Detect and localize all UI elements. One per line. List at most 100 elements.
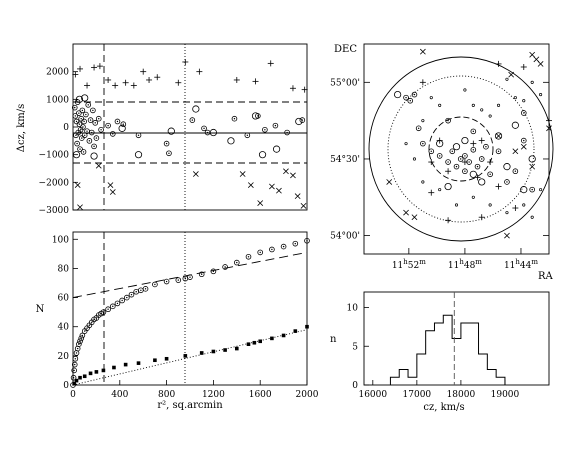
dcz-point-ring	[74, 140, 80, 147]
counts-ytick-label: 40	[58, 323, 70, 333]
sky-point	[504, 179, 510, 185]
dcz-point	[80, 124, 86, 130]
sky-point	[483, 143, 489, 150]
sky-point	[462, 153, 468, 159]
counts-x-ticks: 0 400 800 1200 1600 2000	[70, 380, 319, 400]
dcz-point	[72, 113, 79, 119]
dcz-point-b	[192, 171, 199, 177]
sky-point	[471, 103, 475, 107]
sky-ratick-label: 11h44m	[504, 258, 538, 271]
counts-point	[112, 365, 116, 370]
counts-point-ring	[109, 303, 116, 310]
counts-point	[70, 374, 77, 381]
sky-point	[478, 156, 485, 162]
dcz-point-center	[83, 120, 85, 123]
dcz-point	[105, 122, 111, 129]
dcz-ytick-label: −1000	[39, 151, 70, 161]
sky-point-b	[504, 232, 510, 239]
sky-point-center	[476, 165, 479, 168]
dcz-point-center	[107, 124, 109, 127]
sky-point	[457, 156, 464, 162]
sky-point	[453, 163, 460, 170]
sky-point-ring	[529, 186, 535, 193]
sky-point-center	[481, 158, 483, 160]
dcz-point	[284, 129, 290, 136]
dcz-point-b	[294, 193, 301, 200]
dcz-point	[72, 151, 81, 159]
counts-point-ring	[304, 237, 310, 244]
dcz-point-b	[239, 171, 246, 177]
counts-point-ring	[124, 294, 130, 301]
dcz-point-center	[75, 134, 77, 136]
dcz-point-ring	[114, 118, 121, 125]
dcz-point-ring	[71, 104, 78, 111]
dcz-point	[227, 137, 235, 145]
counts-point	[142, 286, 149, 292]
counts-point	[77, 338, 83, 345]
dcz-point	[283, 168, 289, 175]
dcz-point	[204, 129, 211, 136]
counts-point-center	[201, 273, 203, 275]
sky-point	[495, 148, 502, 155]
sky-point	[530, 215, 534, 219]
sky-point	[480, 108, 484, 112]
dcz-point	[258, 151, 267, 159]
dcz-point-ring	[284, 129, 290, 136]
dcz-ytick-label: −2000	[39, 178, 70, 188]
counts-point	[119, 297, 125, 304]
counts-point-ring	[163, 278, 170, 285]
hist-xtick-label: 16000	[358, 390, 387, 400]
sky-point-center	[523, 139, 525, 142]
counts-point-center	[74, 363, 76, 366]
dcz-point	[122, 79, 129, 86]
counts-point	[74, 378, 79, 383]
dcz-point	[114, 118, 121, 125]
sky-point-ring	[483, 143, 489, 150]
counts-point	[88, 371, 93, 376]
counts-point-ring	[245, 253, 252, 260]
sky-point	[522, 203, 526, 207]
sky-point	[445, 217, 452, 224]
counts-point	[133, 288, 139, 295]
sky-point-center	[447, 119, 449, 122]
dcz-point-center	[246, 134, 249, 136]
dcz-point-center	[91, 131, 93, 134]
dcz-point-ring	[86, 138, 93, 144]
sky-point	[529, 186, 535, 193]
sky-point	[470, 128, 477, 135]
dcz-point-ring	[80, 124, 86, 130]
dcz-point-center	[89, 119, 92, 121]
dcz-point-center	[203, 127, 205, 130]
sky-point-center	[460, 158, 462, 160]
dcz-point-center	[87, 104, 89, 106]
sky-dec-ticks: 55°00' 54°30' 54°00'	[330, 78, 549, 242]
counts-point-ring	[187, 274, 193, 280]
sky-point-center	[422, 142, 424, 145]
dcz-point-center	[86, 130, 88, 132]
dcz-point	[80, 149, 87, 155]
counts-point	[293, 329, 298, 333]
dcz-point	[71, 104, 78, 111]
dcz-point-ring	[76, 110, 82, 116]
dcz-point-ring	[166, 150, 172, 157]
dcz-point	[86, 138, 93, 144]
dcz-point-ring	[92, 120, 99, 126]
sky-point	[438, 188, 442, 192]
sky-point	[445, 159, 451, 165]
counts-point-ring	[100, 309, 107, 315]
sky-point	[520, 110, 527, 116]
dcz-point-center	[137, 134, 140, 136]
sky-point	[512, 205, 519, 212]
sky-ratick-label: 11h48m	[448, 258, 482, 271]
counts-y-ticks: 100 80 60 40 20 0	[52, 235, 78, 391]
dcz-point	[81, 94, 89, 102]
sky-ra-ticks: 11h52m 11h48m 11h44m	[392, 248, 538, 271]
counts-point	[269, 246, 275, 253]
dcz-point	[77, 146, 83, 152]
sky-point	[436, 137, 443, 144]
dcz-point-center	[80, 118, 82, 120]
counts-point	[280, 243, 287, 250]
dcz-point	[276, 187, 282, 194]
counts-point-center	[81, 334, 84, 337]
dcz-point-ring	[81, 118, 87, 125]
